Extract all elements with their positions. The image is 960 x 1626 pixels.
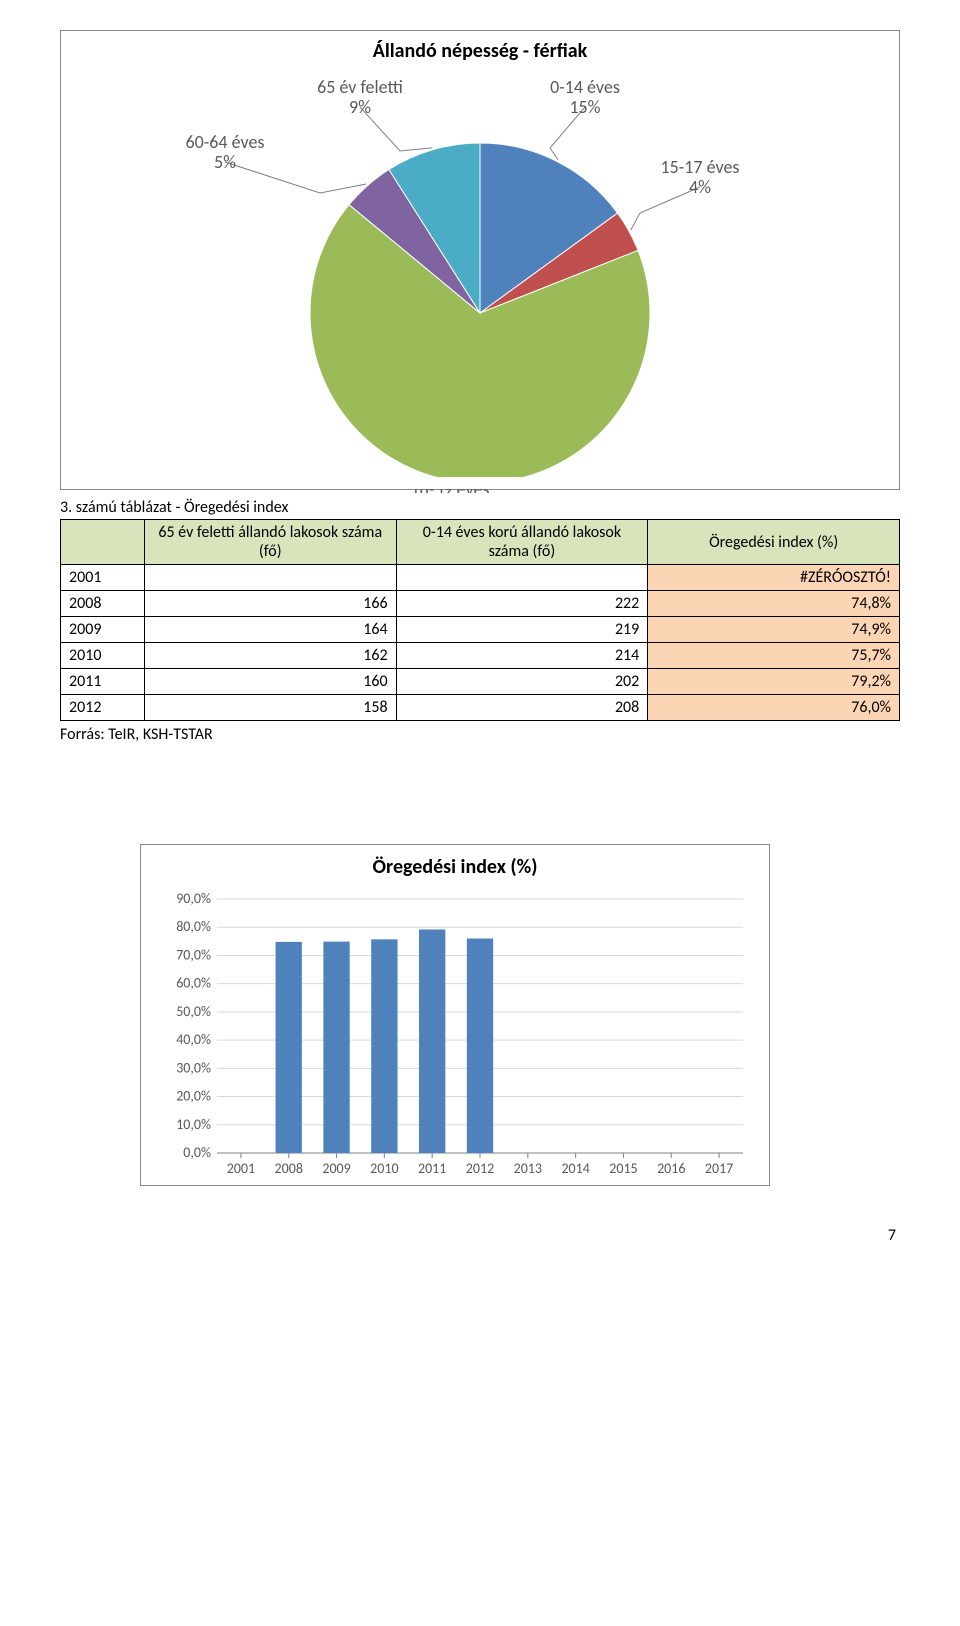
year-cell: 2010 (61, 643, 145, 669)
pie-slice-label: 15-17 éves4% (661, 156, 740, 198)
bar (371, 939, 397, 1153)
table-heading: 3. számú táblázat - Öregedési index (60, 498, 900, 517)
value-cell (396, 565, 648, 591)
value-cell: 162 (144, 643, 396, 669)
year-cell: 2011 (61, 669, 145, 695)
value-cell (144, 565, 396, 591)
index-cell: 79,2% (648, 669, 900, 695)
pie-chart-svg: 0-14 éves15%15-17 éves4%18-59 éves67%60-… (80, 63, 880, 493)
x-tick-label: 2001 (227, 1160, 255, 1177)
y-tick-label: 40,0% (176, 1031, 211, 1048)
index-cell: 74,9% (648, 617, 900, 643)
y-tick-label: 10,0% (176, 1116, 211, 1133)
bar (276, 942, 302, 1153)
pie-bottom-crop (61, 477, 899, 489)
index-cell: 75,7% (648, 643, 900, 669)
y-tick-label: 20,0% (176, 1088, 211, 1105)
x-tick-label: 2012 (466, 1160, 494, 1177)
bar-chart-panel: Öregedési index (%) 0,0% 10,0% 20,0% 30,0% 4… (140, 844, 770, 1186)
x-tick-label: 2017 (705, 1160, 733, 1177)
pie-chart-title: Állandó népesség - férfiak (71, 39, 889, 63)
table-row: 200816622274,8% (61, 591, 900, 617)
x-tick-label: 2010 (370, 1160, 398, 1177)
year-cell: 2008 (61, 591, 145, 617)
page-number: 7 (60, 1226, 900, 1245)
bar (419, 929, 445, 1153)
value-cell: 208 (396, 695, 648, 721)
table-row: 2001 #ZÉRÓOSZTÓ! (61, 565, 900, 591)
x-tick-label: 2016 (657, 1160, 685, 1177)
value-cell: 222 (396, 591, 648, 617)
y-tick-label: 70,0% (176, 946, 211, 963)
aging-index-table: 65 év feletti állandó lakosok száma (fő)… (60, 519, 900, 721)
bar-chart-svg: 0,0% 10,0% 20,0% 30,0% 40,0% 50,0% 60,0% 70,0% 8… (157, 879, 753, 1179)
table-header-cell (61, 520, 145, 565)
table-row: 201016221475,7% (61, 643, 900, 669)
pie-leader-line (225, 162, 366, 193)
x-tick-label: 2011 (418, 1160, 446, 1177)
index-cell: 74,8% (648, 591, 900, 617)
bar-chart-title: Öregedési index (%) (157, 855, 753, 879)
bar (323, 942, 349, 1153)
pie-chart-panel: Állandó népesség - férfiak 0-14 éves15% 1… (60, 30, 900, 490)
value-cell: 202 (396, 669, 648, 695)
table-row: 201215820876,0% (61, 695, 900, 721)
pie-slice-label: 60-64 éves5% (186, 131, 265, 173)
x-tick-label: 2014 (561, 1160, 589, 1177)
index-cell: 76,0% (648, 695, 900, 721)
table-row: 201116020279,2% (61, 669, 900, 695)
pie-slice-label: 0-14 éves15% (550, 76, 620, 118)
x-tick-label: 2015 (609, 1160, 637, 1177)
year-cell: 2001 (61, 565, 145, 591)
y-tick-label: 80,0% (176, 918, 211, 935)
y-tick-label: 30,0% (176, 1059, 211, 1076)
value-cell: 158 (144, 695, 396, 721)
table-row: 200916421974,9% (61, 617, 900, 643)
y-tick-label: 90,0% (176, 890, 211, 907)
value-cell: 219 (396, 617, 648, 643)
value-cell: 164 (144, 617, 396, 643)
value-cell: 166 (144, 591, 396, 617)
pie-slice-label: 65 év feletti9% (317, 76, 403, 118)
x-tick-label: 2008 (275, 1160, 303, 1177)
value-cell: 160 (144, 669, 396, 695)
y-tick-label: 60,0% (176, 975, 211, 992)
x-tick-label: 2009 (322, 1160, 350, 1177)
value-cell: 214 (396, 643, 648, 669)
y-tick-label: 0,0% (183, 1144, 211, 1161)
table-header-cell: 65 év feletti állandó lakosok száma (fő) (144, 520, 396, 565)
y-tick-label: 50,0% (176, 1003, 211, 1020)
x-tick-label: 2013 (514, 1160, 542, 1177)
bar (467, 939, 493, 1153)
year-cell: 2012 (61, 695, 145, 721)
year-cell: 2009 (61, 617, 145, 643)
table-source: Forrás: TeIR, KSH-TSTAR (60, 725, 900, 744)
index-cell: #ZÉRÓOSZTÓ! (648, 565, 900, 591)
table-header-cell: Öregedési index (%) (648, 520, 900, 565)
table-header-cell: 0-14 éves korú állandó lakosok száma (fő… (396, 520, 648, 565)
